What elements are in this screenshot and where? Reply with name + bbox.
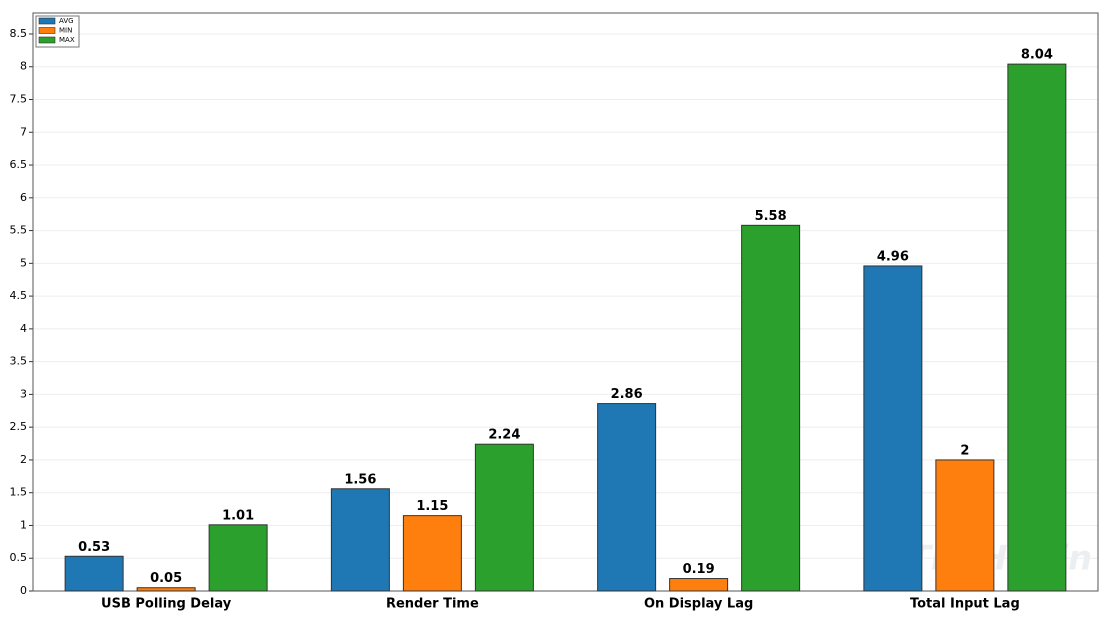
- y-tick-label: 5: [20, 256, 27, 269]
- value-label: 8.04: [1021, 48, 1053, 63]
- legend-swatch: [38, 36, 56, 44]
- y-tick-label: 2.5: [10, 420, 28, 433]
- y-tick-label: 0.5: [10, 551, 28, 564]
- x-tick-label: On Display Lag: [644, 597, 753, 612]
- y-tick-label: 7: [20, 125, 27, 138]
- value-label: 1.15: [416, 499, 448, 514]
- bar: [935, 459, 995, 592]
- value-label: 2.24: [488, 428, 520, 443]
- legend-label: MAX: [59, 36, 75, 44]
- y-tick-label: 6.5: [10, 158, 28, 171]
- bar: [330, 488, 390, 592]
- y-tick-label: 2: [20, 453, 27, 466]
- value-label: 2.86: [611, 387, 643, 402]
- bar: [64, 555, 124, 592]
- value-label: 1.56: [344, 472, 376, 487]
- bar: [136, 587, 196, 592]
- bar: [474, 443, 534, 592]
- y-tick-label: 1: [20, 518, 27, 531]
- y-tick-label: 4: [20, 322, 27, 335]
- y-tick-label: 1.5: [10, 486, 28, 499]
- value-label: 0.05: [150, 571, 182, 586]
- y-tick-label: 4.5: [10, 289, 28, 302]
- y-tick-label: 8: [20, 60, 27, 73]
- y-tick-label: 0: [20, 584, 27, 597]
- bar: [597, 403, 657, 592]
- x-tick-label: USB Polling Delay: [101, 597, 232, 612]
- bar: [863, 265, 923, 592]
- value-label: 4.96: [877, 249, 909, 264]
- bar: [208, 524, 268, 592]
- y-tick-label: 3: [20, 387, 27, 400]
- plot-frame: [32, 12, 1099, 592]
- x-tick-label: Render Time: [386, 597, 479, 612]
- bar: [402, 515, 462, 592]
- legend-swatch: [38, 27, 56, 34]
- x-tick-label: Total Input Lag: [910, 597, 1020, 612]
- y-tick-label: 3.5: [10, 355, 28, 368]
- legend-label: MIN: [59, 27, 72, 35]
- value-label: 0.53: [78, 540, 110, 555]
- value-label: 2: [960, 443, 969, 458]
- bar: [741, 224, 801, 592]
- value-label: 1.01: [222, 508, 254, 523]
- bar: [669, 578, 729, 592]
- y-tick-label: 7.5: [10, 93, 28, 106]
- legend-label: AVG: [59, 17, 74, 25]
- y-tick-label: 8.5: [10, 27, 28, 40]
- value-label: 5.58: [755, 209, 787, 224]
- legend-swatch: [38, 17, 56, 25]
- bar: [1007, 63, 1067, 592]
- y-tick-label: 5.5: [10, 224, 28, 237]
- y-tick-label: 6: [20, 191, 27, 204]
- value-label: 0.19: [683, 562, 715, 577]
